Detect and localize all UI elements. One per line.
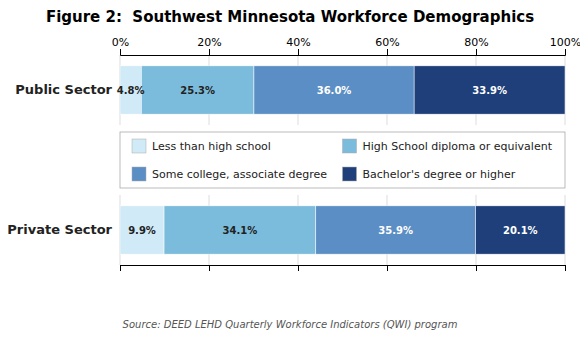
x-tick-mark [120, 265, 121, 271]
x-tick: 60% [375, 36, 399, 55]
bar [316, 206, 476, 254]
grid [120, 55, 565, 125]
source: Source: DEED LEHD Quarterly Workforce In… [123, 319, 458, 330]
data-labels: 4.8% 25.3% 36.0% 33.9% [117, 85, 507, 96]
x-tick-label: 60% [375, 36, 399, 49]
data-label: 35.9% [378, 225, 413, 236]
bar [254, 66, 414, 114]
legend-swatch [132, 139, 146, 153]
x-tick-label: 80% [464, 36, 488, 49]
legend-item: Bachelor's degree or higher [343, 167, 516, 181]
bar [141, 66, 254, 114]
y-axis: Private Sector [7, 222, 120, 237]
x-tick [298, 265, 299, 271]
data-label: 34.1% [223, 225, 258, 236]
x-tick: 40% [286, 36, 310, 55]
data-label: 20.1% [503, 225, 538, 236]
legend-label: High School diploma or equivalent [363, 140, 553, 153]
bars [120, 66, 565, 114]
x-tick-mark [209, 49, 210, 55]
title: Figure 2: Southwest Minnesota Workforce … [46, 8, 534, 26]
x-tick-mark [120, 49, 121, 55]
bar [476, 206, 565, 254]
legend-swatch [343, 139, 357, 153]
legend-label: Some college, associate degree [152, 168, 327, 181]
x-tick-mark [565, 49, 566, 55]
legend-item: High School diploma or equivalent [343, 139, 553, 153]
x-axis-top: 0% 20% 40% 60% 80% 100% [112, 36, 580, 56]
data-label: 36.0% [317, 85, 352, 96]
data-label: 25.3% [180, 85, 215, 96]
legend-label: Less than high school [152, 140, 271, 153]
legend-swatch [132, 167, 146, 181]
x-tick-mark [387, 265, 388, 271]
data-labels: 9.9% 34.1% 35.9% 20.1% [128, 225, 537, 236]
y-tick: Public Sector [15, 82, 120, 97]
y-tick-label: Public Sector [15, 82, 112, 97]
data-label: 33.9% [472, 85, 507, 96]
x-tick-mark [298, 265, 299, 271]
x-tick-mark [209, 265, 210, 271]
legend: Less than high school High School diploma… [120, 132, 565, 188]
bar [120, 206, 164, 254]
x-tick [387, 265, 388, 271]
x-tick [209, 265, 210, 271]
x-tick: 80% [464, 36, 488, 55]
x-axis-bottom [121, 265, 566, 271]
x-tick-label: 100% [550, 36, 580, 49]
y-tick-label: Private Sector [7, 222, 112, 237]
x-tick-mark [476, 49, 477, 55]
legend-swatch [343, 167, 357, 181]
y-axis: Public Sector [15, 82, 120, 97]
x-tick-label: 20% [197, 36, 221, 49]
bars [120, 206, 565, 254]
x-tick [476, 265, 477, 271]
x-tick: 100% [550, 36, 580, 55]
x-tick-mark [476, 265, 477, 271]
x-tick-mark [565, 265, 566, 271]
x-tick: 20% [197, 36, 221, 55]
y-tick: Private Sector [7, 222, 120, 237]
bar [164, 206, 316, 254]
grid [120, 195, 565, 265]
legend-item: Less than high school [132, 139, 271, 153]
chart: Figure 2: Southwest Minnesota Workforce … [0, 0, 580, 339]
x-tick [565, 265, 566, 271]
x-axis-line [121, 266, 566, 272]
legend-item: Some college, associate degree [132, 167, 327, 181]
legend-box [120, 132, 565, 188]
data-label: 4.8% [117, 85, 145, 96]
x-tick-mark [387, 49, 388, 55]
x-tick: 0% [112, 36, 129, 55]
x-axis-line [121, 49, 566, 56]
legend-label: Bachelor's degree or higher [363, 168, 516, 181]
bar [414, 66, 565, 114]
x-tick-label: 40% [286, 36, 310, 49]
x-tick-label: 0% [112, 36, 129, 49]
data-label: 9.9% [128, 225, 156, 236]
x-tick-mark [298, 49, 299, 55]
x-tick [120, 265, 121, 271]
